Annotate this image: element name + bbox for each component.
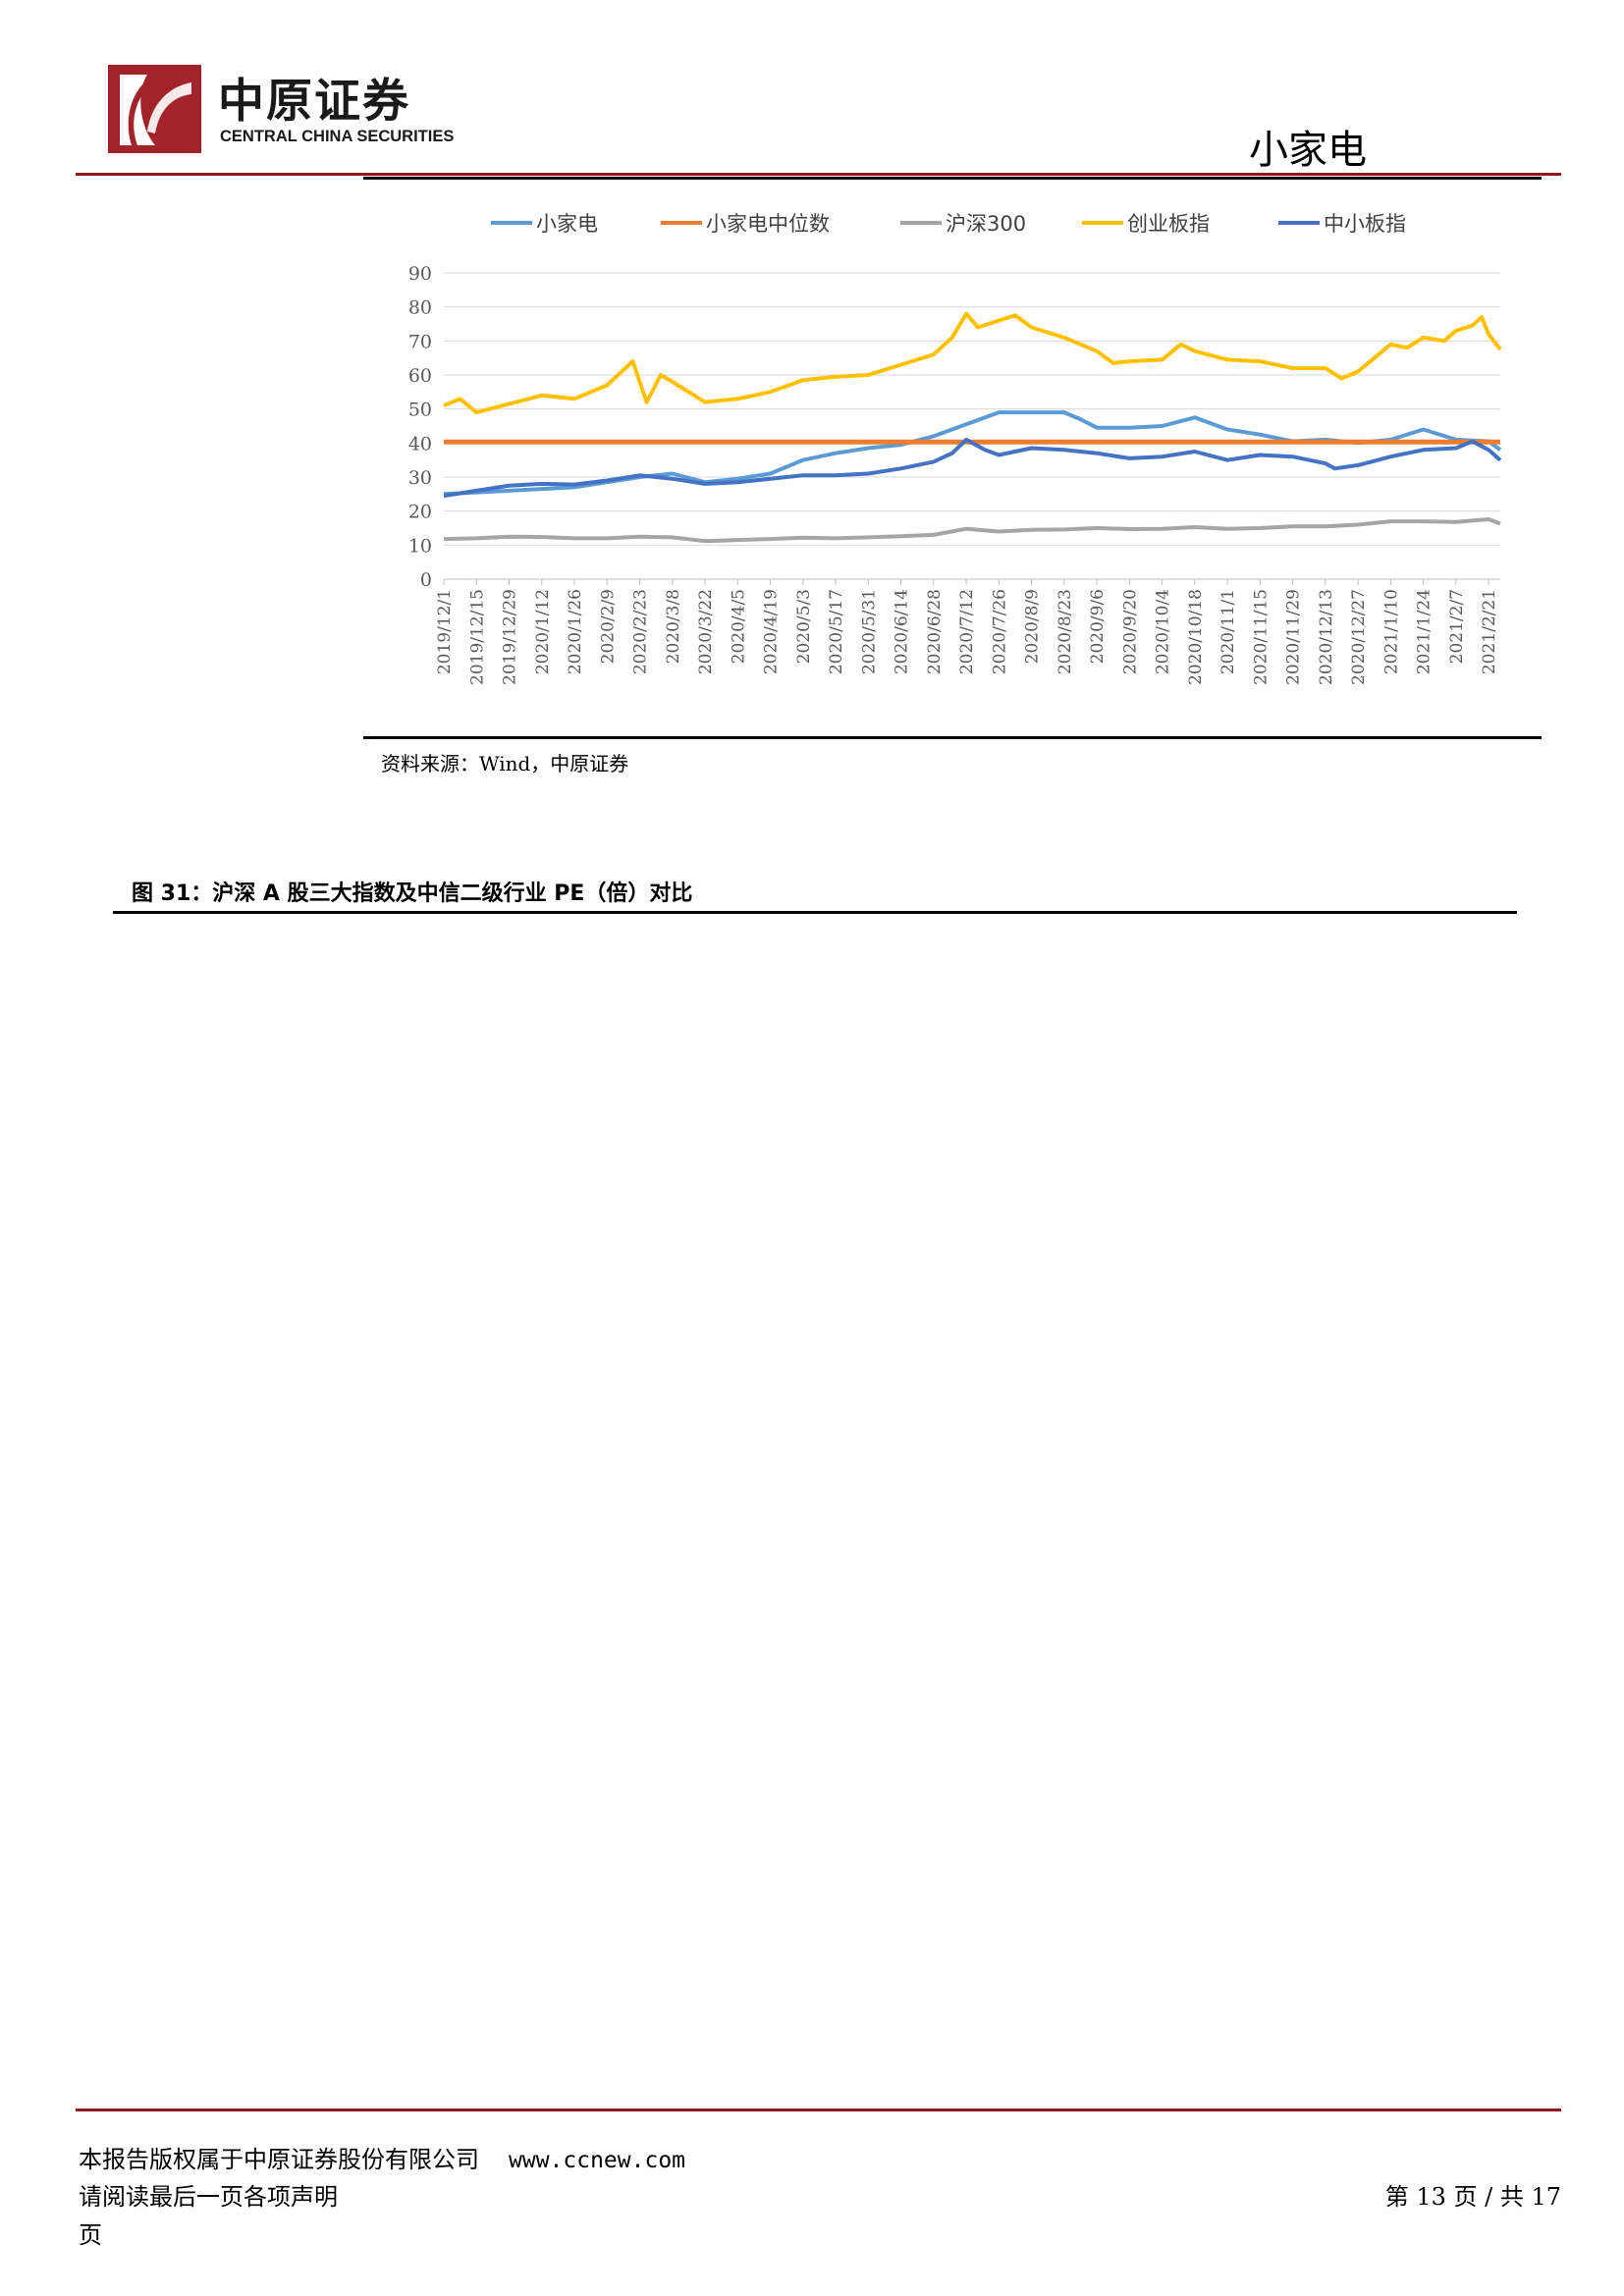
y-tick-label: 50 xyxy=(408,400,432,421)
x-tick-label: 2020/4/5 xyxy=(729,589,748,664)
x-tick-label: 2020/9/6 xyxy=(1088,589,1108,664)
section-title: 小家电 xyxy=(1249,128,1367,173)
x-tick-label: 2020/8/23 xyxy=(1056,589,1075,674)
x-tick-label: 2020/6/28 xyxy=(925,589,945,674)
x-tick-label: 2021/1/10 xyxy=(1381,589,1401,674)
legend-label: 创业板指 xyxy=(1127,212,1210,236)
footer-line-1: 本报告版权属于中原证券股份有限公司 www.ccnew.com xyxy=(79,2140,685,2174)
footer-disclaimer: 请阅读最后一页各项声明 xyxy=(79,2183,338,2211)
x-tick-label: 2020/12/13 xyxy=(1317,589,1336,685)
x-tick-label: 2020/7/26 xyxy=(990,589,1009,674)
x-tick-label: 2020/5/31 xyxy=(859,589,879,674)
x-tick-label: 2020/10/4 xyxy=(1154,589,1173,674)
x-tick-label: 2020/4/19 xyxy=(762,589,782,674)
figure-bottom-rule xyxy=(363,736,1542,739)
y-tick-label: 0 xyxy=(420,569,432,591)
footer-page-tail: 页 xyxy=(79,2221,102,2249)
x-tick-label: 2019/12/29 xyxy=(501,589,520,685)
page-number: 第 13 页 / 共 17 xyxy=(1384,2183,1561,2211)
legend-label: 小家电 xyxy=(536,212,598,236)
y-tick-label: 60 xyxy=(408,365,432,387)
brand-name-cn: 中原证券 xyxy=(218,75,410,129)
y-tick-label: 40 xyxy=(408,433,432,454)
figure-source: 资料来源：Wind，中原证券 xyxy=(381,752,629,775)
x-tick-label: 2020/1/26 xyxy=(566,589,585,674)
x-tick-label: 2021/2/7 xyxy=(1447,589,1467,664)
x-tick-label: 2020/1/12 xyxy=(533,589,553,674)
x-tick-label: 2020/9/20 xyxy=(1120,589,1140,674)
company-logo xyxy=(108,65,201,153)
x-tick-label: 2020/11/29 xyxy=(1284,589,1304,685)
x-tick-label: 2021/1/24 xyxy=(1415,589,1435,674)
x-tick-label: 2020/6/14 xyxy=(893,589,912,674)
y-tick-label: 80 xyxy=(408,297,432,319)
series-line xyxy=(443,311,1502,415)
legend-label: 沪深300 xyxy=(946,212,1026,236)
pe-line-chart: 0 10 20 30 40 50 60 70 80 90 2019/12/1 2019/12/15 20… xyxy=(408,212,1502,685)
x-tick-label: 2020/5/17 xyxy=(827,589,846,674)
x-tick-label: 2020/3/8 xyxy=(664,589,683,664)
x-tick-label: 2019/12/15 xyxy=(467,589,487,685)
figure-top-rule xyxy=(363,177,1542,180)
x-tick-label: 2020/12/27 xyxy=(1349,589,1369,685)
x-tick-label: 2020/8/9 xyxy=(1023,589,1043,664)
footer-url[interactable]: www.ccnew.com xyxy=(509,2148,686,2173)
footer-divider xyxy=(76,2109,1561,2111)
x-tick-label: 2020/5/3 xyxy=(794,589,814,664)
y-tick-label: 20 xyxy=(408,502,432,523)
x-tick-label: 2020/10/18 xyxy=(1186,589,1206,685)
y-tick-label: 10 xyxy=(408,535,432,557)
x-tick-label: 2020/2/23 xyxy=(631,589,651,674)
x-tick-label: 2020/7/12 xyxy=(957,589,977,674)
brand-name-en: CENTRAL CHINA SECURITIES xyxy=(220,128,455,145)
y-tick-label: 90 xyxy=(408,263,432,285)
legend-label: 小家电中位数 xyxy=(706,212,830,236)
x-tick-label: 2021/2/21 xyxy=(1480,589,1499,674)
series-line xyxy=(443,517,1501,544)
x-tick-label: 2020/11/15 xyxy=(1251,589,1271,685)
header-divider xyxy=(76,173,1561,176)
x-tick-label: 2020/11/1 xyxy=(1218,589,1238,674)
legend-label: 中小板指 xyxy=(1324,212,1406,236)
figure-31-caption: 图 31：沪深 A 股三大指数及中信二级行业 PE（倍）对比 xyxy=(132,881,693,906)
x-tick-label: 2019/12/1 xyxy=(435,589,455,674)
series-line xyxy=(443,437,1502,499)
x-tick-label: 2020/2/9 xyxy=(598,589,618,664)
caption-rule xyxy=(113,911,1517,914)
x-tick-label: 2020/3/22 xyxy=(696,589,716,674)
y-tick-label: 70 xyxy=(408,331,432,352)
y-tick-label: 30 xyxy=(408,467,432,489)
footer-copyright: 本报告版权属于中原证券股份有限公司 xyxy=(79,2146,479,2173)
